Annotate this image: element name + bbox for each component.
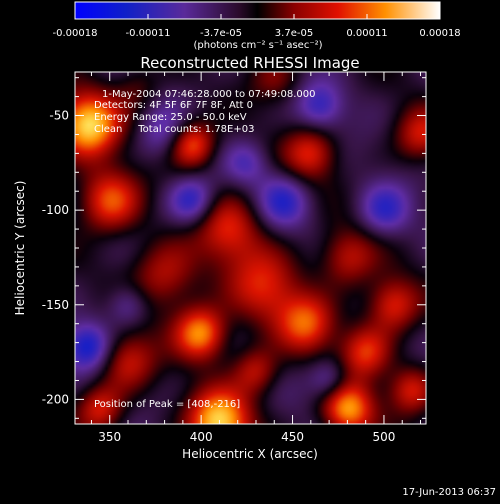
y-tick-label: -200: [42, 392, 69, 406]
annotation-clean: Clean Total counts: 1.78E+03: [94, 124, 254, 135]
heatmap-image: [75, 72, 426, 424]
y-tick-label: -50: [49, 109, 69, 123]
annotation-detectors: Detectors: 4F 5F 6F 7F 8F, Att 0: [94, 100, 253, 111]
colorbar-tick-label: -0.00018: [53, 28, 98, 39]
colorbar: [74, 1, 441, 20]
y-tick-label: -100: [42, 203, 69, 217]
colorbar-tick-label: 0.00018: [419, 28, 460, 39]
x-axis-label: Heliocentric X (arcsec): [182, 447, 318, 461]
y-axis-label: Heliocentric Y (arcsec): [13, 181, 27, 316]
x-tick-label: 400: [190, 430, 213, 444]
colorbar-tick-label: -3.7e-05: [200, 28, 242, 39]
chart-title: Reconstructed RHESSI Image: [140, 54, 359, 72]
colorbar-tick-label: 0.00011: [346, 28, 387, 39]
x-tick-label: 350: [98, 430, 121, 444]
axis-ticks: 350 400 450 500 -50 -100 -150 -200: [42, 72, 426, 444]
colorbar-ticks: -0.00018 -0.00011 -3.7e-05 3.7e-05 0.00011 0.…: [53, 14, 461, 39]
x-tick-label: 500: [373, 430, 396, 444]
annotation-time-range: 1-May-2004 07:46:28.000 to 07:49:08.000: [102, 89, 315, 100]
y-tick-label: -150: [42, 298, 69, 312]
annotation-energy: Energy Range: 25.0 - 50.0 keV: [94, 112, 247, 123]
colorbar-tick-label: 3.7e-05: [275, 28, 313, 39]
peak-position-label: Position of Peak = [408,-216]: [94, 399, 240, 410]
colorbar-units: (photons cm⁻² s⁻¹ asec⁻²): [193, 40, 322, 51]
colorbar-tick-label: -0.00011: [126, 28, 171, 39]
timestamp: 17-Jun-2013 06:37: [402, 487, 496, 498]
x-tick-label: 450: [281, 430, 304, 444]
